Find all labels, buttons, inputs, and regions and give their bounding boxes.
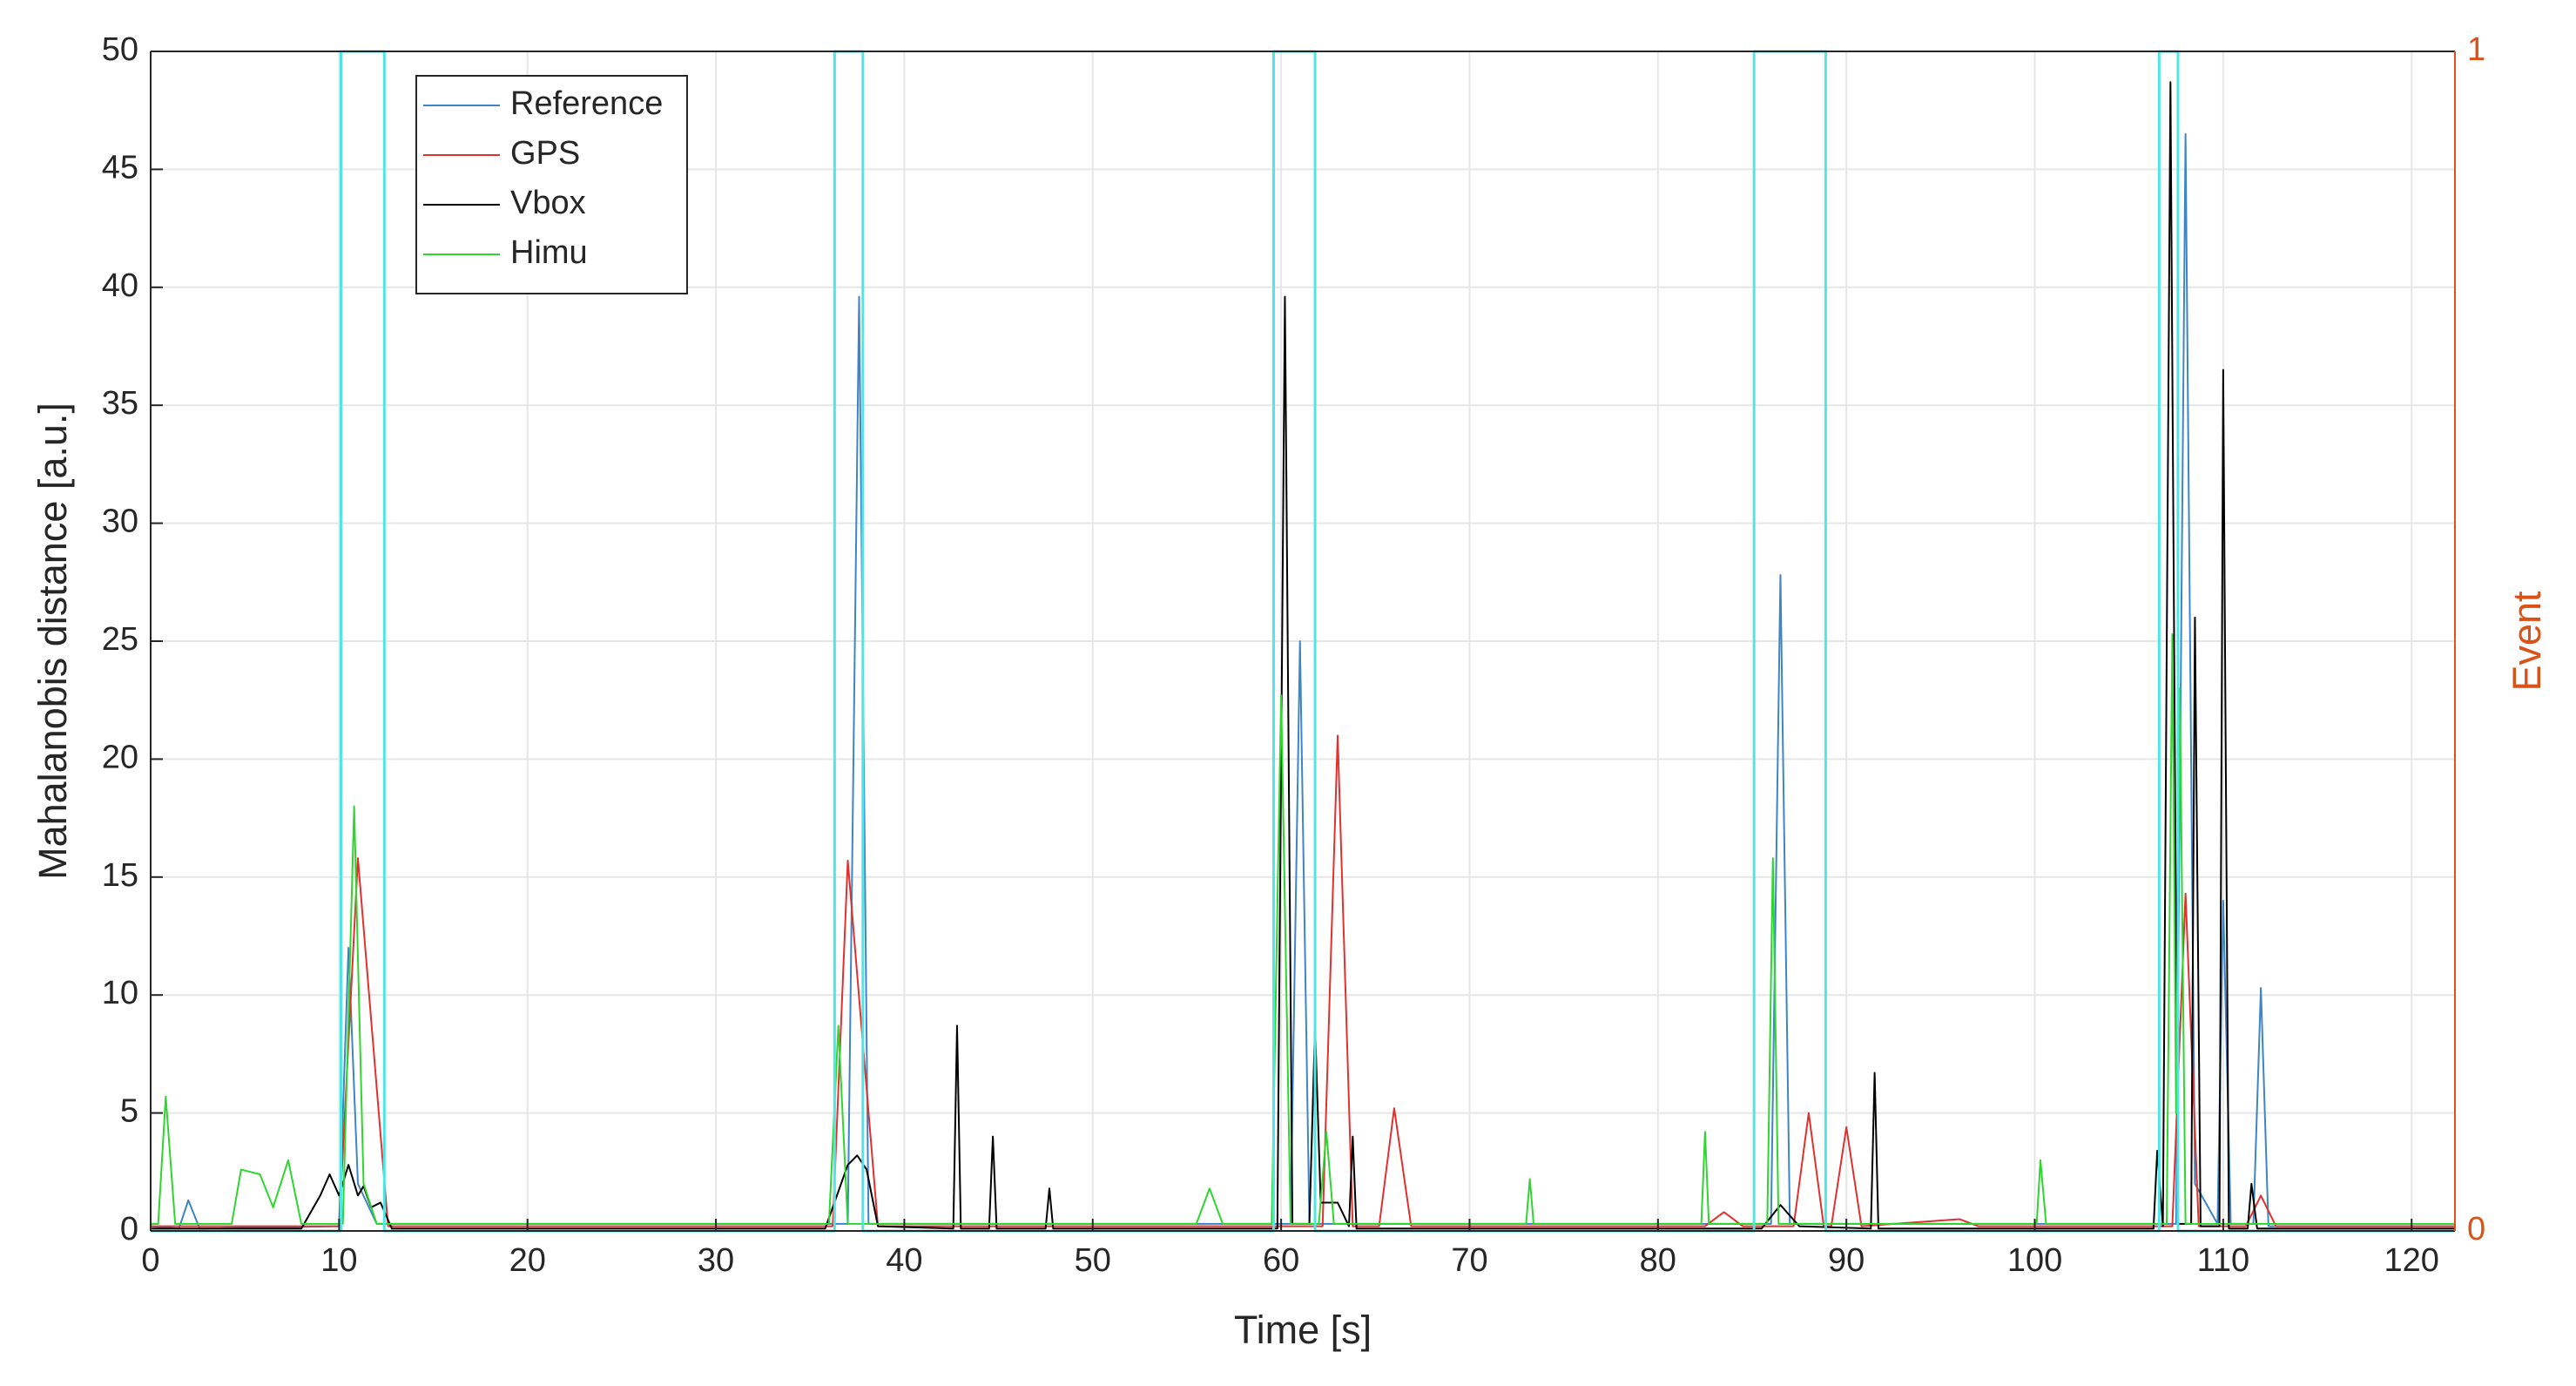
x-tick-label: 120: [2384, 1242, 2439, 1279]
legend-box: [415, 75, 688, 294]
x-tick-label: 80: [1640, 1242, 1676, 1279]
axes: 0 10 20 30 40 50 60 70 80 90 100 110 120051015202530…: [102, 31, 2485, 1279]
y-tick-label: 20: [102, 739, 138, 775]
y2-tick-label: 0: [2467, 1211, 2485, 1247]
y-tick-label: 50: [102, 31, 138, 68]
x-tick-label: 90: [1828, 1242, 1865, 1279]
x-tick-label: 110: [2197, 1242, 2250, 1279]
series-line: [151, 632, 2455, 1225]
x-tick-label: 20: [509, 1242, 546, 1279]
y-tick-label: 0: [120, 1211, 138, 1247]
y-tick-label: 35: [102, 385, 138, 422]
legend-label: Himu: [510, 234, 588, 271]
x-tick-label: 60: [1263, 1242, 1299, 1279]
x-tick-label: 40: [886, 1242, 922, 1279]
y-tick-label: 30: [102, 504, 138, 540]
x-tick-label: 100: [2007, 1242, 2062, 1279]
x-tick-label: 10: [320, 1242, 357, 1279]
x-tick-label: 50: [1075, 1242, 1111, 1279]
y2-axis-label: Event: [2505, 591, 2549, 692]
y-tick-label: 10: [102, 975, 138, 1011]
legend: Reference GPS Vbox Himu: [415, 75, 688, 294]
x-tick-label: 0: [141, 1242, 159, 1279]
legend-label: GPS: [510, 135, 580, 172]
legend-label: Vbox: [510, 185, 586, 221]
x-axis-label: Time [s]: [1234, 1308, 1372, 1352]
y-tick-label: 25: [102, 621, 138, 658]
y-axis-label: Mahalanobis distance [a.u.]: [30, 402, 75, 880]
y-tick-label: 15: [102, 857, 138, 894]
y-tick-label: 40: [102, 267, 138, 304]
legend-label: Reference: [510, 85, 663, 122]
y2-tick-label: 1: [2467, 31, 2485, 68]
x-tick-label: 70: [1451, 1242, 1487, 1279]
y-tick-label: 5: [120, 1093, 138, 1130]
y-tick-label: 45: [102, 149, 138, 186]
series-line: [151, 734, 2455, 1227]
x-tick-label: 30: [698, 1242, 734, 1279]
